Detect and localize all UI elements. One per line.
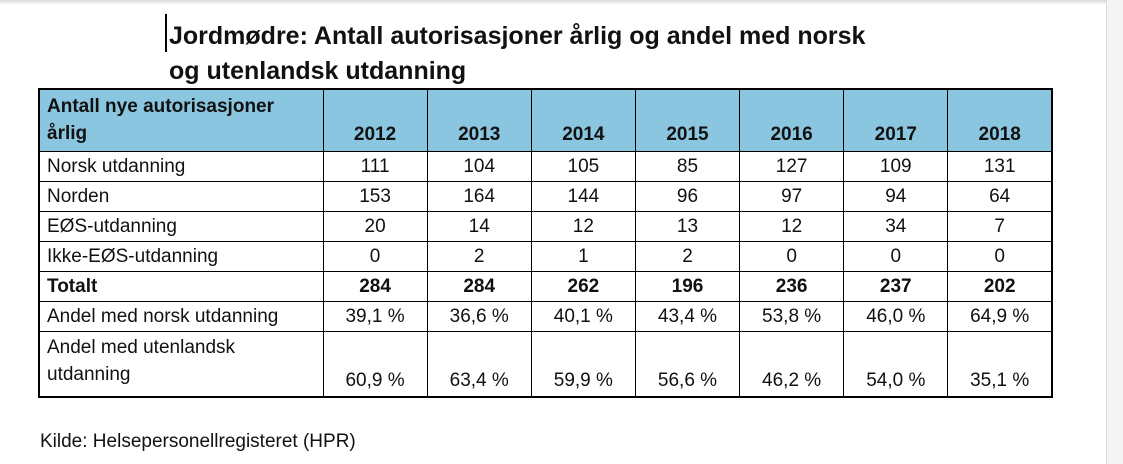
value-cell-r3-2017[interactable]: 0 [843, 241, 949, 272]
row-label[interactable]: Ikke-EØS-utdanning [38, 241, 324, 272]
row-label[interactable]: Andel med utenlandsk utdanning [38, 331, 324, 398]
value-cell-r0-2013[interactable]: 104 [426, 151, 532, 182]
value-cell-r3-2015[interactable]: 2 [634, 241, 741, 272]
value-cell-r6-2012[interactable]: 60,9 % [322, 331, 428, 398]
value-cell-r1-2018[interactable]: 64 [947, 181, 1053, 212]
value-cell-r5-2017[interactable]: 46,0 % [843, 301, 949, 332]
value-cell-r4-2013[interactable]: 284 [426, 271, 532, 302]
value-cell-r6-2017[interactable]: 54,0 % [843, 331, 949, 398]
value-cell-r1-2016[interactable]: 97 [739, 181, 845, 212]
value-cell-r4-2015[interactable]: 196 [634, 271, 741, 302]
table-row: Norden 153 164 144 96 97 94 64 [38, 181, 1053, 212]
row-label[interactable]: Totalt [38, 271, 324, 302]
table-row: Andel med norsk utdanning 39,1 % 36,6 % 40,… [38, 301, 1053, 332]
value-cell-r6-2018[interactable]: 35,1 % [947, 331, 1053, 398]
value-cell-r2-2013[interactable]: 14 [426, 211, 532, 242]
value-cell-r2-2018[interactable]: 7 [947, 211, 1053, 242]
value-cell-r5-2018[interactable]: 64,9 % [947, 301, 1053, 332]
window-top-edge [0, 0, 1123, 4]
value-cell-r2-2014[interactable]: 12 [530, 211, 636, 242]
value-cell-r2-2012[interactable]: 20 [322, 211, 428, 242]
value-cell-r3-2016[interactable]: 0 [739, 241, 845, 272]
table-body: Norsk utdanning 111 104 105 85 127 109 131 Norde… [38, 151, 1053, 398]
value-cell-r0-2017[interactable]: 109 [843, 151, 949, 182]
value-cell-r2-2017[interactable]: 34 [843, 211, 949, 242]
table-row: Ikke-EØS-utdanning 0 2 1 2 0 0 0 [38, 241, 1053, 272]
value-cell-r5-2012[interactable]: 39,1 % [322, 301, 428, 332]
document-title-line1: Jordmødre: Antall autorisasjoner årlig o… [169, 22, 866, 50]
table-header-row: Antall nye autorisasjoner årlig 2012 2013 2… [38, 88, 1053, 152]
value-cell-r5-2013[interactable]: 36,6 % [426, 301, 532, 332]
year-header-2014[interactable]: 2014 [530, 88, 636, 152]
year-header-2018[interactable]: 2018 [947, 88, 1053, 152]
value-cell-r0-2015[interactable]: 85 [634, 151, 741, 182]
value-cell-r1-2017[interactable]: 94 [843, 181, 949, 212]
value-cell-r5-2014[interactable]: 40,1 % [530, 301, 636, 332]
value-cell-r3-2012[interactable]: 0 [322, 241, 428, 272]
value-cell-r1-2015[interactable]: 96 [634, 181, 741, 212]
row-label[interactable]: Norsk utdanning [38, 151, 324, 182]
page-right-edge [1106, 0, 1123, 464]
year-header-2012[interactable]: 2012 [322, 88, 428, 152]
document-title-line2: og utenlandsk utdanning [169, 57, 467, 85]
row-label[interactable]: EØS-utdanning [38, 211, 324, 242]
row-label[interactable]: Norden [38, 181, 324, 212]
value-cell-r6-2013[interactable]: 63,4 % [426, 331, 532, 398]
value-cell-r4-2014[interactable]: 262 [530, 271, 636, 302]
value-cell-r3-2013[interactable]: 2 [426, 241, 532, 272]
year-header-2013[interactable]: 2013 [426, 88, 532, 152]
table-row: EØS-utdanning 20 14 12 13 12 34 7 [38, 211, 1053, 242]
value-cell-r1-2014[interactable]: 144 [530, 181, 636, 212]
value-cell-r0-2018[interactable]: 131 [947, 151, 1053, 182]
value-cell-r1-2013[interactable]: 164 [426, 181, 532, 212]
value-cell-r5-2015[interactable]: 43,4 % [634, 301, 741, 332]
value-cell-r0-2012[interactable]: 111 [322, 151, 428, 182]
year-header-2015[interactable]: 2015 [634, 88, 741, 152]
year-header-2017[interactable]: 2017 [843, 88, 949, 152]
value-cell-r6-2015[interactable]: 56,6 % [634, 331, 741, 398]
value-cell-r2-2015[interactable]: 13 [634, 211, 741, 242]
text-insertion-cursor [165, 14, 167, 52]
value-cell-r4-2012[interactable]: 284 [322, 271, 428, 302]
value-cell-r5-2016[interactable]: 53,8 % [739, 301, 845, 332]
row-label[interactable]: Andel med norsk utdanning [38, 301, 324, 332]
value-cell-r6-2014[interactable]: 59,9 % [530, 331, 636, 398]
value-cell-r0-2014[interactable]: 105 [530, 151, 636, 182]
value-cell-r4-2017[interactable]: 237 [843, 271, 949, 302]
document-title[interactable]: Jordmødre: Antall autorisasjoner årlig o… [169, 19, 865, 89]
table-header-label[interactable]: Antall nye autorisasjoner årlig [38, 88, 324, 152]
value-cell-r3-2018[interactable]: 0 [947, 241, 1053, 272]
table-row: Andel med utenlandsk utdanning 60,9 % 63,4… [38, 331, 1053, 398]
year-header-2016[interactable]: 2016 [739, 88, 845, 152]
value-cell-r0-2016[interactable]: 127 [739, 151, 845, 182]
value-cell-r6-2016[interactable]: 46,2 % [739, 331, 845, 398]
value-cell-r1-2012[interactable]: 153 [322, 181, 428, 212]
authorizations-table[interactable]: Antall nye autorisasjoner årlig 2012 2013 2… [38, 88, 1053, 398]
value-cell-r2-2016[interactable]: 12 [739, 211, 845, 242]
table-row: Totalt 284 284 262 196 236 237 202 [38, 271, 1053, 302]
value-cell-r3-2014[interactable]: 1 [530, 241, 636, 272]
source-citation[interactable]: Kilde: Helsepersonellregisteret (HPR) [40, 431, 356, 452]
table-row: Norsk utdanning 111 104 105 85 127 109 131 [38, 151, 1053, 182]
value-cell-r4-2018[interactable]: 202 [947, 271, 1053, 302]
value-cell-r4-2016[interactable]: 236 [739, 271, 845, 302]
